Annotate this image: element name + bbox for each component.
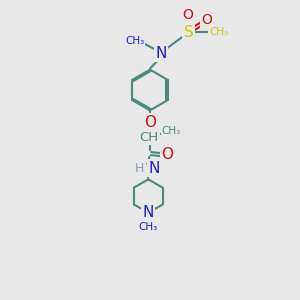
Text: N: N [155,46,166,61]
Text: CH: CH [140,131,158,144]
Text: H: H [135,162,144,175]
Text: O: O [182,8,193,22]
Text: O: O [161,147,173,162]
Text: N: N [142,205,154,220]
Text: CH₃: CH₃ [125,36,145,46]
Text: CH₃: CH₃ [162,126,181,136]
Text: CH₃: CH₃ [209,27,228,37]
Text: N: N [148,161,160,176]
Text: O: O [201,14,212,27]
Text: CH₃: CH₃ [139,222,158,232]
Text: S: S [184,25,194,40]
Text: O: O [144,115,156,130]
